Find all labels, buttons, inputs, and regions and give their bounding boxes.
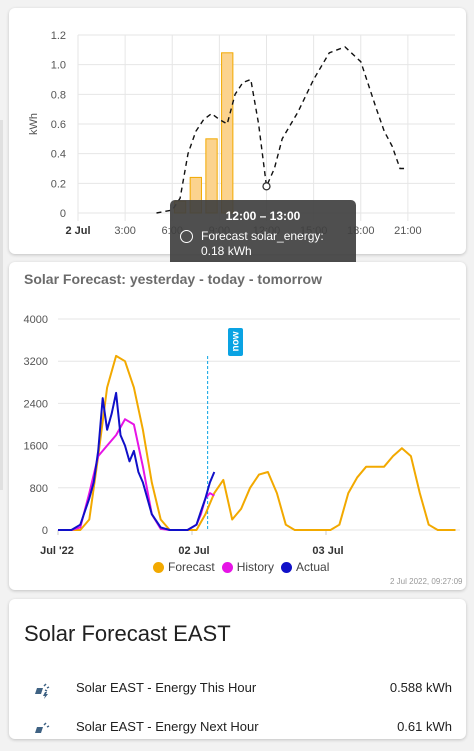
y-tick-label: 0.2	[51, 178, 66, 190]
y-tick-label: 0.8	[51, 89, 66, 101]
y-tick-label: 1.0	[51, 60, 66, 72]
series-line-actual	[58, 391, 216, 531]
y-axis-label: kWh	[28, 113, 40, 135]
solar-power-icon	[35, 722, 50, 733]
legend-item-forecast[interactable]: Forecast	[153, 560, 215, 574]
entity-value: 0.61 kWh	[397, 719, 452, 734]
y-tick-label: 3200	[24, 356, 48, 368]
legend-label: Forecast	[168, 560, 215, 574]
solar-forecast-chart-card	[9, 262, 466, 590]
solar-power-icon	[35, 683, 50, 699]
x-tick-label: 21:00	[394, 225, 422, 237]
y-tick-label: 2400	[24, 398, 48, 410]
y-tick-label: 0.4	[51, 149, 66, 161]
y-tick-label: 0	[42, 525, 48, 537]
y-tick-label: 1600	[24, 441, 48, 453]
circle-marker-icon	[180, 230, 193, 243]
card-title: Solar Forecast EAST	[24, 621, 231, 646]
tooltip-text: Forecast solar_energy: 0.18 kWh	[201, 229, 324, 258]
series-line-history	[58, 418, 215, 531]
legend-item-history[interactable]: History	[221, 560, 275, 574]
legend-item-actual[interactable]: Actual	[281, 560, 329, 574]
y-tick-label: 1.2	[51, 30, 66, 42]
x-tick-label: 3:00	[114, 225, 135, 237]
timestamp: 2 Jul 2022, 09:27:09	[390, 577, 463, 586]
forecast-dot-icon	[153, 561, 164, 573]
actual-dot-icon	[281, 561, 293, 573]
history-dot-icon	[221, 561, 233, 573]
y-tick-label: 0.6	[51, 119, 66, 131]
legend-label: Actual	[296, 560, 330, 574]
energy-bar-chart-card: 1.21.00.80.60.40.202 Jul3:006:009:0012:0…	[9, 8, 466, 270]
page-edge	[0, 120, 3, 490]
entity-row[interactable]: Solar EAST - Energy This Hour 0.588 kWh	[0, 672, 474, 712]
chart-tooltip: 12:00 – 13:00 Forecast solar_energy: 0.1…	[170, 200, 356, 270]
entities-card	[9, 599, 466, 739]
now-label: now	[230, 331, 242, 352]
y-tick-label: 4000	[24, 314, 48, 326]
entity-value: 0.588 kWh	[389, 680, 452, 695]
x-tick-label: 2 Jul	[65, 225, 90, 237]
legend-label: History	[236, 560, 275, 574]
chart-legend: Forecast History Actual	[153, 560, 329, 574]
y-tick-label: 800	[30, 483, 48, 495]
entity-row[interactable]: Solar EAST - Energy Next Hour 0.61 kWh	[0, 711, 474, 751]
now-badge: now	[228, 328, 243, 356]
entity-name: Solar EAST - Energy This Hour	[76, 680, 257, 695]
active-point	[262, 182, 271, 191]
card-title: Solar Forecast: yesterday - today - tomo…	[24, 271, 322, 287]
y-tick-label: 0	[60, 208, 66, 220]
x-tick-label: 03 Jul	[312, 545, 343, 557]
tooltip-title: 12:00 – 13:00	[225, 209, 301, 223]
x-tick-label: Jul '22	[40, 545, 74, 557]
x-tick-label: 02 Jul	[178, 545, 209, 557]
entity-name: Solar EAST - Energy Next Hour	[76, 719, 259, 734]
forecast-line	[156, 46, 408, 214]
series-line-forecast	[58, 354, 456, 531]
